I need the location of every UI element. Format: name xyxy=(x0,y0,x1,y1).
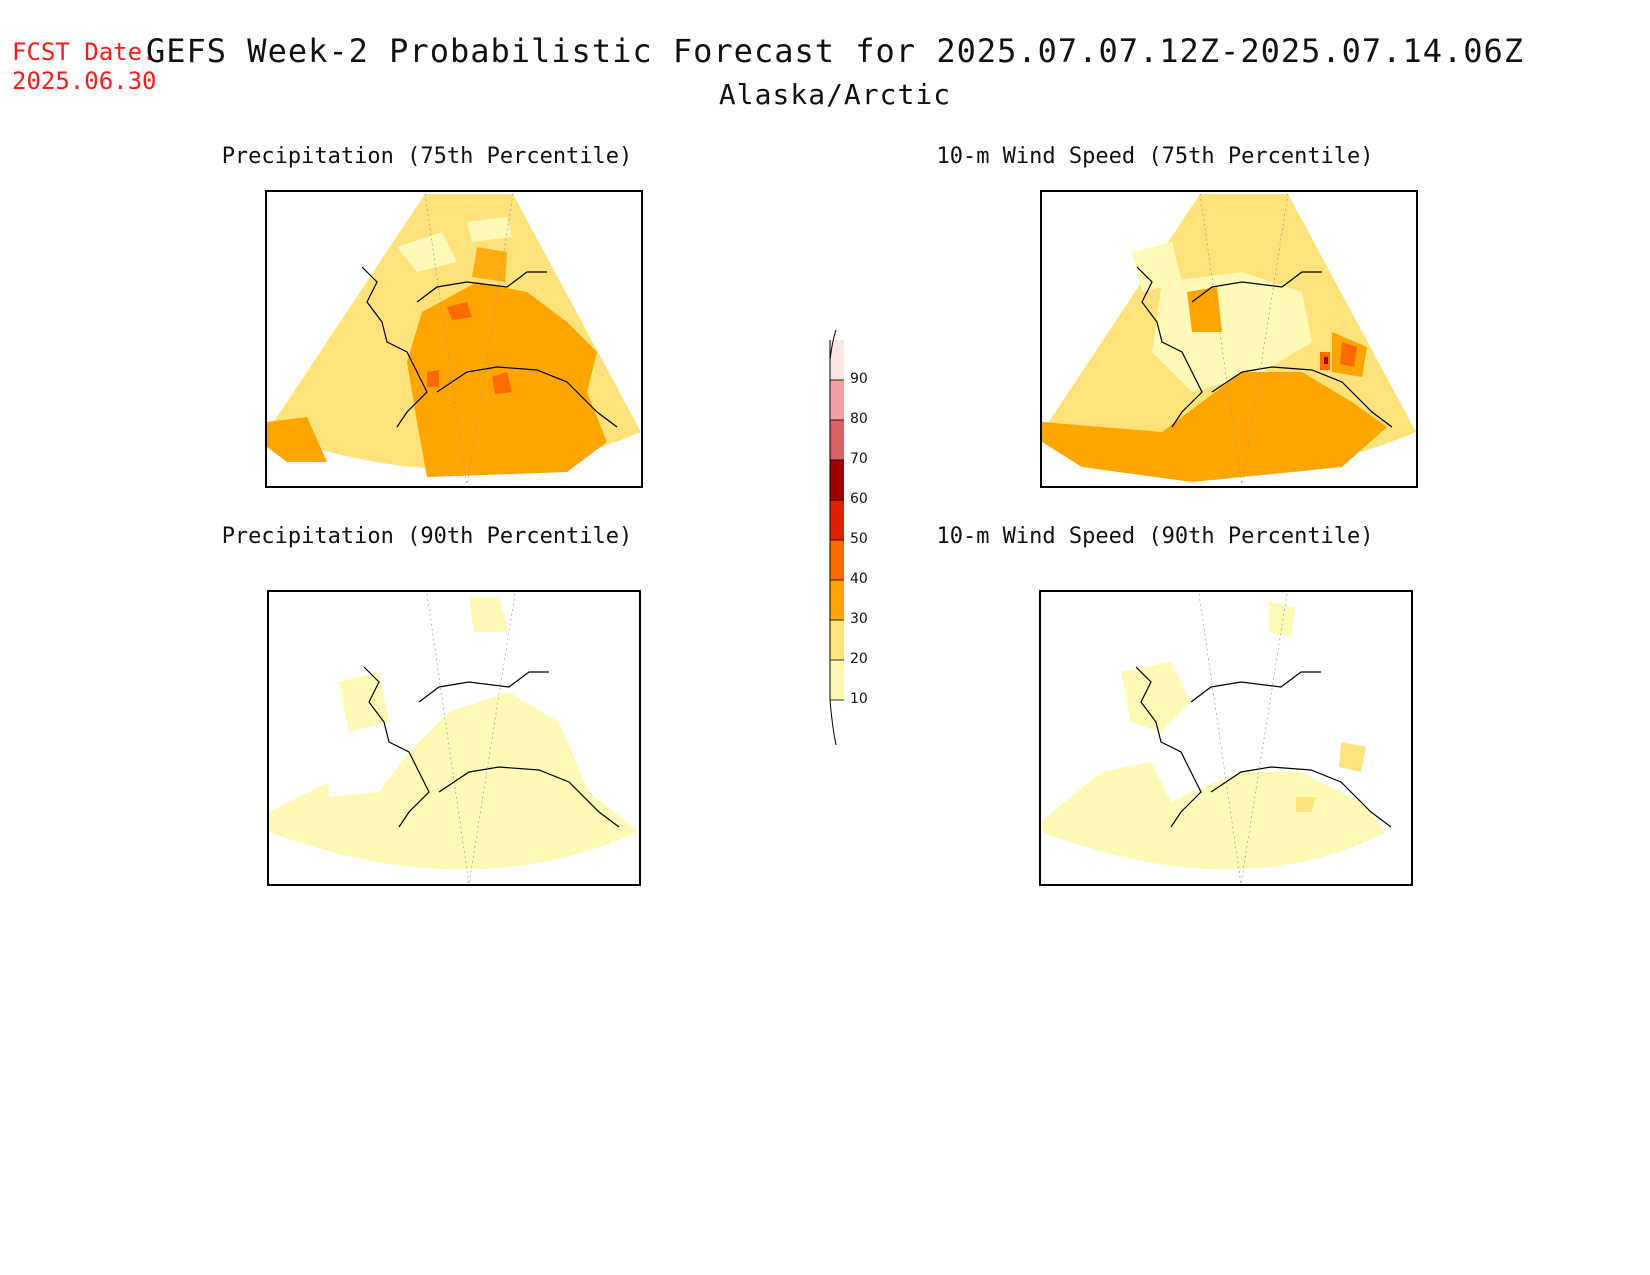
contour-yellow xyxy=(1339,742,1366,772)
forecast-date-value: 2025.06.30 xyxy=(12,67,157,95)
contour-orange xyxy=(1187,287,1222,332)
panel-title-wind75: 10-m Wind Speed (75th Percentile) xyxy=(936,144,1374,169)
colorbar-tick-label: 30 xyxy=(850,611,868,627)
coastline xyxy=(1135,666,1392,828)
colorbar-swatch xyxy=(830,460,844,500)
colorbar-outline xyxy=(829,329,837,746)
colorbar-tick-label: 70 xyxy=(850,451,868,467)
colorbar: 10 20 30 40 50 60 70 80 90 xyxy=(820,329,880,750)
contour-light xyxy=(1041,762,1386,870)
map-panel-wind75 xyxy=(1040,190,1418,488)
contour-light xyxy=(1269,602,1296,637)
wind90-map xyxy=(1041,593,1411,884)
colorbar-tick-label: 10 xyxy=(850,691,868,707)
coastline xyxy=(361,266,618,428)
contour-light xyxy=(269,692,639,870)
contour-darkorange xyxy=(447,302,472,320)
contour-light xyxy=(469,597,509,632)
contour-light xyxy=(1121,662,1191,732)
map-panel-precip75 xyxy=(265,190,643,488)
colorbar-swatch xyxy=(830,620,844,660)
contour-orange xyxy=(267,417,327,462)
contour-orange xyxy=(1042,372,1387,482)
graticule xyxy=(426,593,516,884)
forecast-date-label: FCST Date: xyxy=(12,38,157,66)
coastline xyxy=(363,666,620,828)
precip90-map xyxy=(269,593,639,884)
contour-darkred xyxy=(1324,357,1328,364)
colorbar-tick-label: 20 xyxy=(850,651,868,667)
contour-darkorange xyxy=(492,372,512,394)
graticule xyxy=(1198,593,1288,884)
colorbar-swatch xyxy=(830,580,844,620)
colorbar-tick-label: 90 xyxy=(850,371,868,387)
colorbar-swatch xyxy=(830,660,844,700)
colorbar-tick-label: 60 xyxy=(850,491,868,507)
colorbar-swatch xyxy=(830,540,844,580)
colorbar-tick-label: 80 xyxy=(850,411,868,427)
panel-title-precip90: Precipitation (90th Percentile) xyxy=(221,524,633,549)
colorbar-swatch xyxy=(830,500,844,540)
wind75-map xyxy=(1042,193,1416,486)
panel-title-wind90: 10-m Wind Speed (90th Percentile) xyxy=(936,524,1374,549)
forecast-date: FCST Date: 2025.06.30 xyxy=(12,38,157,96)
page-title: GEFS Week-2 Probabilistic Forecast for 2… xyxy=(145,32,1525,70)
contour-light xyxy=(397,232,457,272)
contour-darkorange xyxy=(427,370,439,387)
page-subtitle: Alaska/Arctic xyxy=(718,78,952,111)
colorbar-tick-label: 40 xyxy=(850,571,868,587)
panel-title-precip75: Precipitation (75th Percentile) xyxy=(221,144,633,169)
contour-orange xyxy=(472,247,507,282)
precip75-map xyxy=(267,193,641,486)
contour-darkorange xyxy=(1340,342,1357,367)
graticule xyxy=(1199,193,1289,486)
colorbar-tick-label: 50 xyxy=(850,531,868,547)
colorbar-swatch xyxy=(830,340,844,380)
contour-light xyxy=(467,217,512,242)
contour-light xyxy=(1132,242,1182,292)
colorbar-swatches xyxy=(829,329,844,746)
graticule xyxy=(424,193,514,486)
map-panel-precip90 xyxy=(267,590,641,886)
colorbar-swatch xyxy=(830,420,844,460)
colorbar-swatch xyxy=(830,380,844,420)
coastline xyxy=(1136,266,1393,428)
map-panel-wind90 xyxy=(1039,590,1413,886)
contour-yellow xyxy=(1296,797,1316,812)
contour-white xyxy=(329,742,379,797)
